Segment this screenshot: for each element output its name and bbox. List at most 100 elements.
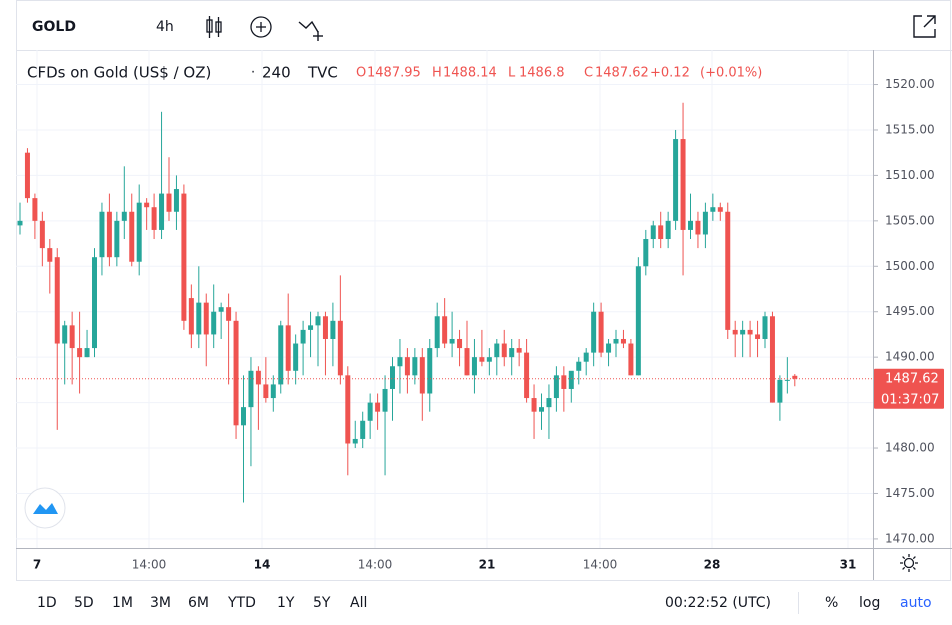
- candle-body: [732, 329, 738, 335]
- y-tick-label: 1515.00: [885, 122, 935, 136]
- candle-body: [427, 348, 433, 394]
- candle-body: [583, 352, 589, 362]
- candle-body: [17, 220, 23, 226]
- clock: 00:22:52 (UTC): [665, 595, 771, 611]
- candle-body: [32, 198, 38, 221]
- candle-body: [39, 220, 45, 249]
- candle-body: [188, 298, 194, 335]
- range-button[interactable]: 6M: [188, 595, 209, 611]
- legend-resolution: 240: [262, 64, 291, 82]
- candle-body: [285, 325, 291, 371]
- candle-body: [725, 211, 731, 330]
- countdown-label: 01:37:07: [881, 392, 939, 407]
- candle-body: [211, 311, 217, 335]
- candle-body: [501, 343, 507, 358]
- x-tick-label: 28: [704, 558, 721, 572]
- candle-body: [382, 388, 388, 412]
- range-button[interactable]: 3M: [150, 595, 171, 611]
- candle-body: [92, 257, 97, 349]
- candle-body: [702, 211, 708, 235]
- log-toggle[interactable]: log: [859, 595, 880, 611]
- candle-body: [613, 338, 619, 344]
- x-tick-label: 14:00: [583, 558, 618, 572]
- candle-body: [412, 357, 418, 376]
- chart-style-button[interactable]: [206, 16, 222, 38]
- auto-toggle[interactable]: auto: [900, 595, 932, 611]
- candle-body: [710, 207, 716, 212]
- candle-body: [203, 302, 209, 335]
- interval[interactable]: 4h: [156, 19, 174, 35]
- legend-ohlc: O 1487.95 H 1488.14 L 1486.8 C 1487.62: [356, 66, 649, 81]
- candles: [16, 102, 873, 503]
- candle-body: [390, 366, 395, 389]
- candle-body: [151, 207, 157, 230]
- candle-body: [419, 357, 425, 394]
- candle-body: [263, 384, 269, 399]
- y-tick-label: 1495.00: [885, 304, 935, 318]
- candle-body: [47, 248, 53, 262]
- candle-body: [322, 316, 328, 339]
- y-tick-label: 1480.00: [885, 441, 935, 455]
- candle-body: [173, 189, 179, 212]
- candle-body: [650, 225, 656, 240]
- y-tick-label: 1505.00: [885, 213, 935, 227]
- candle-body: [375, 402, 381, 412]
- fullscreen-button[interactable]: [913, 15, 936, 38]
- range-button[interactable]: 1M: [112, 595, 133, 611]
- y-tick-label: 1475.00: [885, 486, 935, 500]
- range-button[interactable]: 5Y: [313, 595, 331, 611]
- settings-button[interactable]: [900, 554, 918, 572]
- candle-body: [740, 329, 746, 335]
- candle-body: [54, 257, 60, 344]
- ohlc-value: 1487.95: [367, 66, 421, 81]
- range-button[interactable]: 5D: [74, 595, 94, 611]
- compare-button[interactable]: [250, 16, 272, 38]
- range-button[interactable]: 1D: [37, 595, 57, 611]
- candle-body: [643, 239, 649, 267]
- range-button[interactable]: All: [350, 595, 367, 611]
- candle-body: [77, 348, 83, 358]
- candle-body: [598, 311, 604, 353]
- y-tick-label: 1510.00: [885, 168, 935, 182]
- candle-body: [546, 398, 552, 408]
- y-tick-label: 1490.00: [885, 350, 935, 364]
- candle-body: [300, 329, 306, 344]
- candle-body: [330, 320, 336, 339]
- candle-body: [360, 420, 366, 439]
- candle-body: [516, 348, 522, 353]
- candle-body: [524, 352, 530, 399]
- range-button[interactable]: YTD: [227, 595, 256, 611]
- indicators-button[interactable]: [298, 20, 323, 41]
- candle-body: [159, 193, 165, 230]
- candle-body: [270, 384, 276, 399]
- candle-body: [129, 211, 135, 262]
- candle-body: [315, 316, 321, 326]
- y-tick-label: 1500.00: [885, 259, 935, 273]
- candle-body: [166, 193, 172, 212]
- candle-body: [218, 307, 224, 312]
- ohlc-value: 1486.8: [519, 66, 565, 81]
- x-tick-label: 14:00: [132, 558, 167, 572]
- logo[interactable]: [24, 487, 66, 529]
- candle-body: [688, 220, 693, 230]
- candle-body: [442, 316, 448, 344]
- candle-body: [69, 325, 75, 349]
- candle-body: [352, 438, 358, 444]
- x-tick-label: 14:00: [358, 558, 393, 572]
- symbol[interactable]: GOLD: [32, 19, 76, 35]
- range-button[interactable]: 1Y: [277, 595, 295, 611]
- percent-toggle[interactable]: %: [825, 595, 838, 611]
- legend-separator: ·: [251, 66, 255, 81]
- candle-body: [106, 211, 112, 258]
- last-price-label: 1487.62: [885, 371, 939, 386]
- candle-body: [606, 343, 612, 353]
- candle-body: [479, 357, 485, 362]
- candle-body: [658, 225, 664, 240]
- candle-body: [345, 375, 351, 444]
- candle-body: [293, 343, 299, 371]
- candle-body: [62, 325, 68, 344]
- candle-body: [471, 357, 477, 376]
- x-tick-label: 31: [840, 558, 857, 572]
